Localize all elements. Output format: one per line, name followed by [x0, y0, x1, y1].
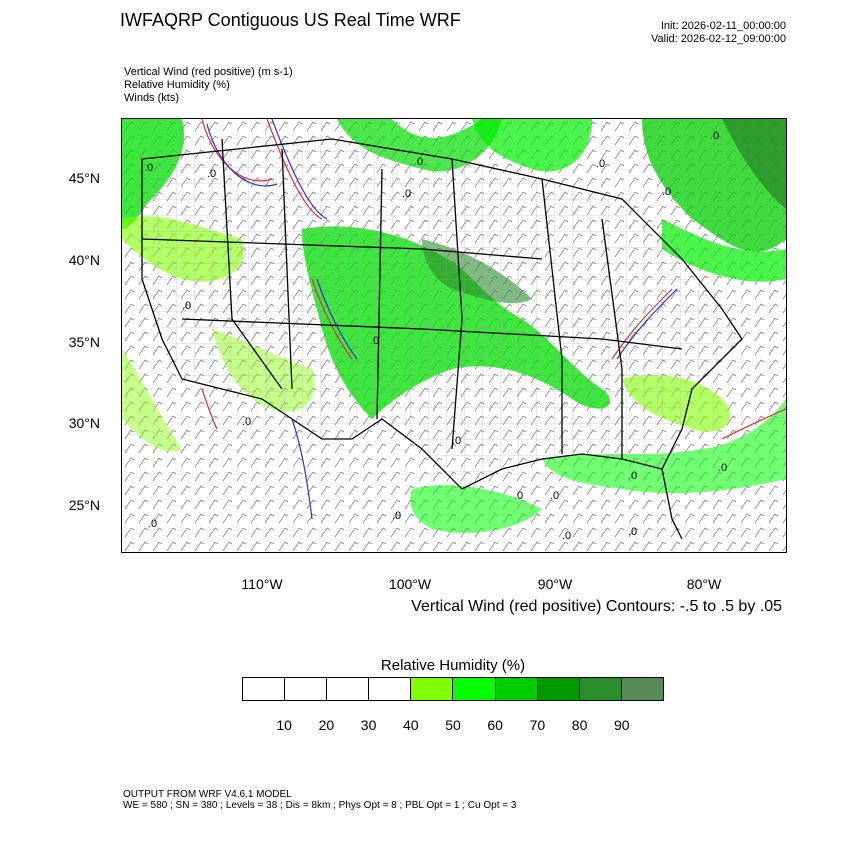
field-winds: Winds (kts) [124, 92, 179, 104]
colorbar-box [453, 678, 496, 700]
county-boundaries [142, 139, 742, 489]
lon-label-110w: 110°W [241, 576, 283, 592]
contour-label: .0 [710, 130, 719, 142]
field-relative-humidity: Relative Humidity (%) [124, 79, 230, 91]
contour-label: .0 [207, 168, 216, 180]
lat-label-35n: 35°N [68, 334, 100, 350]
colorbar-tick-label: 50 [445, 717, 461, 733]
contour-labels: .0 .0 .0 .0 .0 .0 .0 .0 .0 .0 .0 .0 .0 .… [144, 130, 727, 542]
lon-label-80w: 80°W [686, 576, 722, 592]
lat-label-45n: 45°N [68, 170, 100, 186]
colorbar-tick-label: 80 [571, 717, 588, 733]
lat-label-25n: 25°N [68, 497, 100, 513]
contour-label: .0 [370, 335, 379, 347]
contour-label: .0 [718, 462, 727, 474]
field-vertical-wind: Vertical Wind (red positive) (m s-1) [124, 66, 293, 78]
contour-label: .0 [414, 156, 423, 168]
contour-label: .0 [402, 188, 411, 200]
chart-title: IWFAQRP Contiguous US Real Time WRF [120, 10, 461, 30]
legend-title: Relative Humidity (%) [380, 657, 526, 674]
colorbar-box [411, 678, 454, 700]
field-list: Vertical Wind (red positive) (m s-1) Rel… [124, 66, 293, 105]
contour-label: .0 [182, 300, 191, 312]
colorbar-box [579, 678, 622, 700]
humidity-colorbar [242, 677, 664, 701]
footer-config: WE = 580 ; SN = 380 ; Levels = 38 ; Dis … [123, 800, 517, 811]
map-panel: .0 .0 .0 .0 .0 .0 .0 .0 .0 .0 .0 .0 .0 .… [121, 118, 787, 553]
humidity-colorbar-ticks: 10 20 30 40 50 60 70 80 90 [242, 717, 664, 737]
init-time: Init: 2026-02-11_00:00:00 [660, 20, 786, 32]
contour-note: Vertical Wind (red positive) Contours: -… [411, 598, 782, 615]
contour-label: .0 [452, 435, 461, 447]
lon-label-90w: 90°W [537, 576, 573, 592]
valid-time: Valid: 2026-02-12_09:00:00 [651, 33, 786, 45]
colorbar-box [243, 678, 286, 700]
colorbar-tick-label: 60 [487, 717, 503, 733]
contour-label: .0 [392, 510, 401, 522]
model-footer: OUTPUT FROM WRF V4.6.1 MODEL WE = 580 ; … [123, 789, 516, 811]
colorbar-box [537, 678, 580, 700]
contour-label: .0 [562, 530, 571, 542]
contour-label: .0 [242, 416, 251, 428]
colorbar-tick-label: 70 [529, 717, 546, 733]
colorbar-tick-label: 40 [403, 717, 419, 733]
colorbar-box [285, 678, 328, 700]
colorbar-tick-label: 20 [318, 717, 335, 733]
contour-label: .0 [628, 526, 637, 538]
vertical-wind-contours [201, 119, 786, 520]
contour-label: .0 [596, 158, 605, 170]
contour-label: .0 [550, 490, 559, 502]
contour-label: .0 [662, 186, 671, 198]
contour-label: .0 [628, 470, 637, 482]
footer-model: OUTPUT FROM WRF V4.6.1 MODEL [123, 789, 292, 800]
colorbar-box [327, 678, 370, 700]
lat-label-30n: 30°N [68, 415, 100, 431]
boundaries [141, 138, 743, 540]
contour-label: .0 [148, 518, 157, 530]
lat-label-40n: 40°N [68, 252, 100, 268]
contour-label: .0 [514, 490, 523, 502]
contour-label: .0 [144, 162, 153, 174]
weather-map: .0 .0 .0 .0 .0 .0 .0 .0 .0 .0 .0 .0 .0 .… [122, 119, 786, 552]
colorbar-box [495, 678, 538, 700]
colorbar-box [369, 678, 412, 700]
colorbar-tick-label: 90 [614, 717, 630, 733]
colorbar-tick-label: 10 [276, 717, 292, 733]
colorbar-tick-label: 30 [360, 717, 377, 733]
colorbar-box [621, 678, 663, 700]
run-times: Init: 2026-02-11_00:00:00 Valid: 2026-02… [651, 20, 786, 46]
lon-label-100w: 100°W [388, 576, 432, 592]
